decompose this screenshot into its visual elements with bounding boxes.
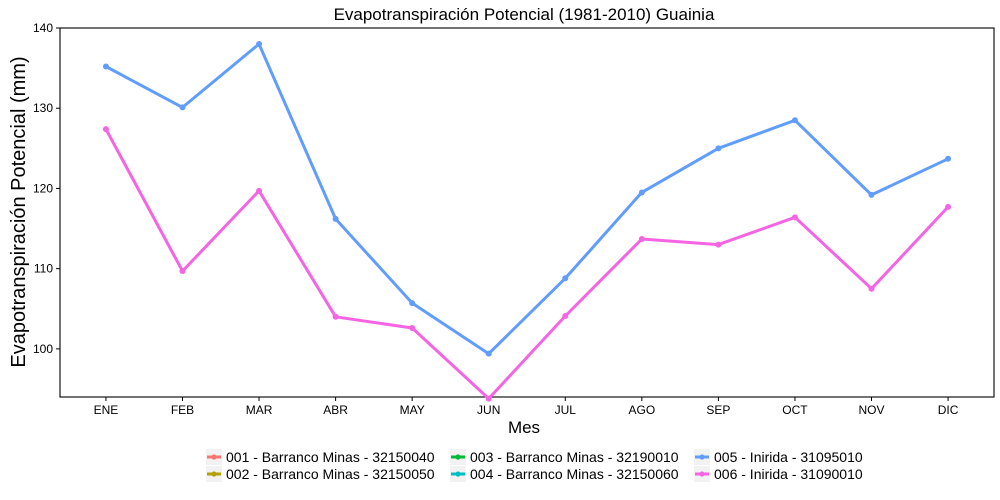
plot-panel (59, 27, 995, 398)
x-tick-label: ENE (94, 403, 119, 417)
x-axis-title: Mes (508, 418, 540, 437)
y-tick-label: 100 (33, 342, 53, 356)
data-point (485, 395, 492, 402)
legend-marker (455, 471, 461, 477)
y-axis-title: Evapotranspiración Potencial (mm) (8, 56, 30, 367)
x-tick-label: MAY (400, 403, 425, 417)
legend-item: 002 - Barranco Minas - 32150050 (206, 466, 435, 482)
legend-label: 005 - Inirida - 31095010 (714, 449, 863, 465)
data-point (945, 155, 952, 162)
y-tick-label: 130 (33, 101, 53, 115)
x-axis: ENE FEB MAR ABR MAY JUN JUL AGO SEP OCT NOV DIC (94, 397, 959, 417)
series-1 (102, 41, 952, 357)
data-point (791, 214, 798, 221)
x-tick-label: ABR (323, 403, 348, 417)
data-point (485, 350, 492, 357)
y-tick-label: 110 (34, 262, 53, 276)
data-point (409, 300, 416, 307)
y-axis: 100 110 120 130 140 (33, 21, 60, 356)
data-point (332, 215, 339, 222)
legend-item: 006 - Inirida - 31090010 (694, 466, 863, 482)
legend-marker (211, 454, 217, 460)
legend-label: 004 - Barranco Minas - 32150060 (470, 466, 679, 482)
data-point (945, 203, 952, 210)
x-tick-label: OCT (782, 403, 808, 417)
legend-item: 004 - Barranco Minas - 32150060 (450, 466, 679, 482)
series-layer (102, 41, 952, 402)
data-point (179, 104, 186, 111)
data-point (638, 189, 645, 196)
data-point (102, 126, 109, 133)
data-point (102, 63, 109, 70)
data-point (715, 145, 722, 152)
data-point (791, 117, 798, 124)
data-point (332, 313, 339, 320)
x-tick-label: JUL (555, 403, 577, 417)
x-tick-label: MAR (246, 403, 273, 417)
series-line (104, 42, 950, 356)
chart-title: Evapotranspiración Potencial (1981-2010)… (334, 5, 715, 24)
x-tick-label: FEB (171, 403, 194, 417)
data-point (179, 268, 186, 275)
data-point (638, 235, 645, 242)
data-point (868, 285, 875, 292)
data-point (715, 241, 722, 248)
y-tick-label: 140 (33, 21, 53, 35)
series-2 (102, 126, 952, 402)
x-tick-label: DIC (938, 403, 959, 417)
legend-item: 001 - Barranco Minas - 32150040 (206, 449, 435, 465)
legend-label: 003 - Barranco Minas - 32190010 (470, 449, 679, 465)
legend-marker (699, 454, 705, 460)
x-tick-label: AGO (629, 403, 656, 417)
x-tick-label: NOV (859, 403, 885, 417)
data-point (256, 41, 263, 48)
x-tick-label: JUN (477, 403, 500, 417)
data-point (562, 312, 569, 319)
legend-item: 003 - Barranco Minas - 32190010 (450, 449, 679, 465)
series-line (104, 127, 950, 401)
data-point (256, 187, 263, 194)
legend-label: 001 - Barranco Minas - 32150040 (226, 449, 435, 465)
data-point (562, 275, 569, 282)
data-point (409, 325, 416, 332)
legend-label: 002 - Barranco Minas - 32150050 (226, 466, 435, 482)
legend-marker (455, 454, 461, 460)
legend-marker (211, 471, 217, 477)
x-tick-label: SEP (706, 403, 730, 417)
data-point (868, 191, 875, 198)
y-tick-label: 120 (33, 181, 53, 195)
legend-marker (699, 471, 705, 477)
legend-label: 006 - Inirida - 31090010 (714, 466, 863, 482)
legend-item: 005 - Inirida - 31095010 (694, 449, 863, 465)
